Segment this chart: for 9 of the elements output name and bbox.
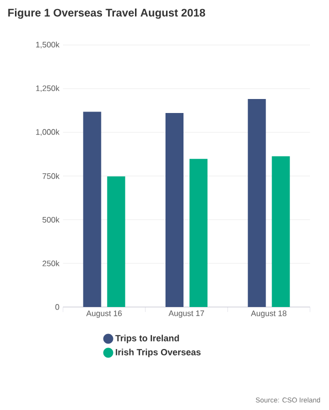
chart-title: Figure 1 Overseas Travel August 2018	[8, 8, 206, 19]
legend-label: Irish Trips Overseas	[116, 348, 201, 358]
bar	[107, 176, 126, 307]
bar	[190, 158, 208, 307]
bar	[83, 112, 102, 307]
bar	[272, 156, 290, 307]
legend-label: Trips to Ireland	[115, 334, 179, 344]
bar	[166, 112, 184, 307]
bar	[248, 98, 266, 307]
